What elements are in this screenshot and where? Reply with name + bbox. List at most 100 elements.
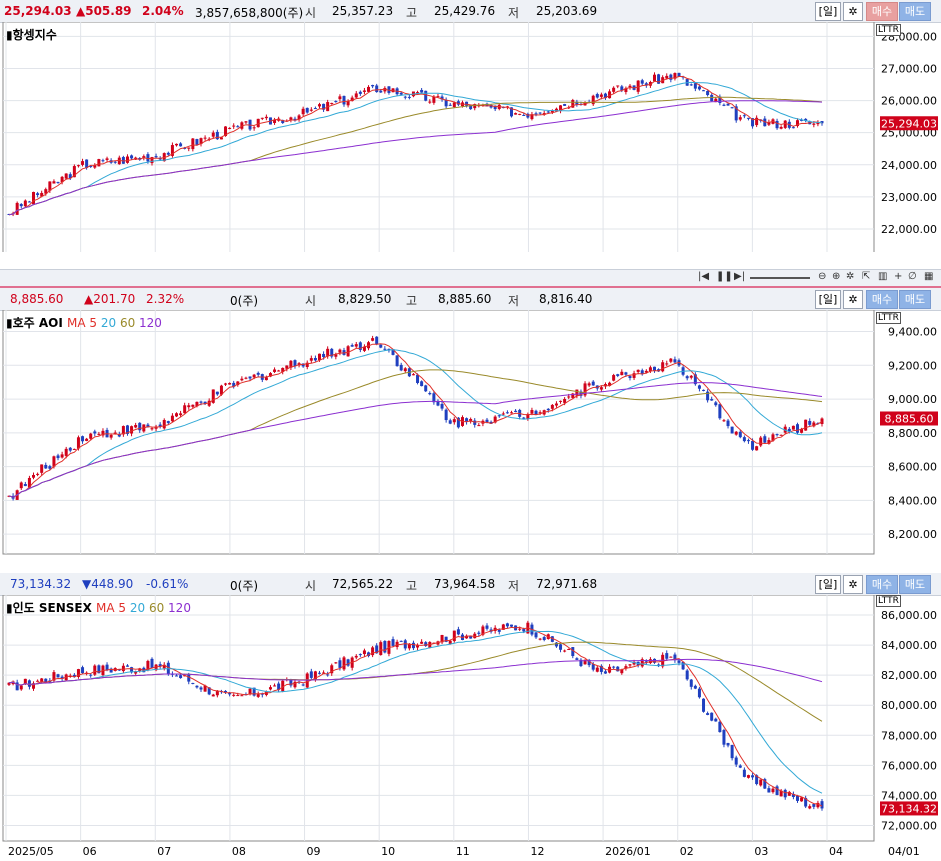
- candle-body: [36, 473, 40, 475]
- candle-body: [64, 448, 68, 456]
- dash-icon[interactable]: ∅: [908, 271, 917, 282]
- candle-body: [195, 139, 199, 145]
- candle-body: [714, 718, 718, 722]
- price-chart[interactable]: 9,400.00 9,200.00 9,000.00 8,800.00 8,600.00…: [0, 310, 941, 555]
- candle-body: [60, 176, 64, 183]
- candle-body: [187, 674, 191, 682]
- candle-body: [175, 413, 179, 417]
- candle-body: [236, 381, 240, 386]
- candle-body: [628, 376, 632, 379]
- period-button[interactable]: [일]: [815, 2, 841, 21]
- candle-body: [559, 105, 563, 111]
- candle-body: [624, 666, 628, 669]
- candle-body: [362, 650, 366, 655]
- candle-body: [354, 93, 358, 98]
- zoom-out-icon[interactable]: ⊖: [818, 271, 827, 282]
- candle-body: [763, 436, 767, 443]
- candle-body: [567, 396, 571, 398]
- cursor-icon[interactable]: ⇱: [862, 271, 871, 282]
- price-chart[interactable]: 86,000.00 84,000.00 82,000.00 80,000.00 78,0…: [0, 595, 941, 861]
- candle-body: [628, 85, 632, 88]
- candle-body: [779, 434, 783, 436]
- candle-body: [322, 353, 326, 357]
- candle-body: [681, 661, 685, 670]
- candle-body: [48, 466, 52, 469]
- candle-body: [317, 104, 321, 107]
- candle-body: [44, 189, 48, 194]
- nav-pause-icon[interactable]: ❚❚: [716, 271, 733, 282]
- candle-body: [232, 125, 236, 127]
- candle-body: [636, 80, 640, 92]
- candle-body: [125, 665, 129, 667]
- candle-body: [608, 382, 612, 386]
- candle-body: [477, 425, 481, 427]
- sell-button[interactable]: 매도: [899, 290, 931, 309]
- candle-body: [313, 357, 317, 361]
- candle-body: [187, 147, 191, 149]
- candle-body: [175, 143, 179, 146]
- volume: 3,857,658,800(주): [195, 6, 304, 20]
- candle-body: [718, 96, 722, 103]
- y-tick-label: 8,400.00: [888, 494, 937, 507]
- x-tick-label: 04: [829, 845, 843, 858]
- buy-button[interactable]: 매수: [866, 575, 898, 594]
- candle-body: [746, 117, 750, 119]
- candle-body: [228, 382, 232, 385]
- zoom-in-icon[interactable]: ⊕: [832, 271, 841, 282]
- ma-line-20: [8, 81, 823, 216]
- candle-body: [420, 381, 424, 387]
- high-label: 고: [406, 294, 418, 308]
- period-button[interactable]: [일]: [815, 575, 841, 594]
- period-button[interactable]: [일]: [815, 290, 841, 309]
- nav-last-icon[interactable]: ▶|: [734, 271, 746, 282]
- settings-icon[interactable]: ✲: [843, 2, 863, 21]
- candle-body: [673, 654, 677, 661]
- ma-legend: MA 5 20 60 120: [96, 601, 191, 615]
- candle-body: [134, 671, 138, 674]
- candle-body: [228, 692, 232, 695]
- nav-first-icon[interactable]: |◀: [698, 271, 710, 282]
- y-tick-label: 22,000.00: [881, 223, 937, 236]
- candle-body: [81, 667, 85, 674]
- settings-icon[interactable]: ✲: [846, 271, 855, 282]
- candle-body: [734, 106, 738, 121]
- current-price: 8,885.60: [10, 292, 64, 306]
- candle-body: [309, 671, 313, 678]
- candle-body: [248, 119, 252, 130]
- candle-body: [665, 75, 669, 79]
- candle-body: [616, 666, 620, 672]
- candle-body: [726, 103, 730, 106]
- sell-button[interactable]: 매도: [899, 2, 931, 21]
- candle-body: [652, 366, 656, 371]
- candle-body: [518, 113, 522, 115]
- candle-body: [219, 385, 223, 395]
- add-icon[interactable]: +: [894, 271, 903, 282]
- low-label: 저: [508, 579, 520, 593]
- buy-button[interactable]: 매수: [866, 290, 898, 309]
- buy-button[interactable]: 매수: [866, 2, 898, 21]
- candle-body: [285, 365, 289, 369]
- sell-button[interactable]: 매도: [899, 575, 931, 594]
- ltr-badge: LTTR: [876, 24, 901, 36]
- candle-body: [379, 642, 383, 655]
- candle-body: [734, 431, 738, 435]
- candle-body: [334, 101, 338, 103]
- zoom-slider[interactable]: [750, 271, 810, 279]
- layout-icon[interactable]: ▦: [924, 271, 934, 282]
- candle-body: [40, 192, 44, 197]
- chart-panel-hsi: 25,294.03 ▲505.89 2.04% 3,857,658,800(주)…: [0, 0, 941, 286]
- candle-body: [742, 437, 746, 442]
- y-tick-label: 9,200.00: [888, 359, 937, 372]
- ma-legend-item: 60: [119, 316, 140, 330]
- candle-body: [734, 757, 738, 765]
- bar-chart-icon[interactable]: ▥: [878, 271, 888, 282]
- price-chart[interactable]: 28,000.0027,000.0026,000.0025,000.0024,0…: [0, 22, 941, 252]
- candle-body: [97, 433, 101, 435]
- candle-body: [702, 389, 706, 391]
- candle-body: [791, 127, 795, 129]
- candle-body: [722, 420, 726, 422]
- settings-icon[interactable]: ✲: [843, 575, 863, 594]
- candle-body: [158, 158, 162, 160]
- candle-body: [322, 672, 326, 674]
- settings-icon[interactable]: ✲: [843, 290, 863, 309]
